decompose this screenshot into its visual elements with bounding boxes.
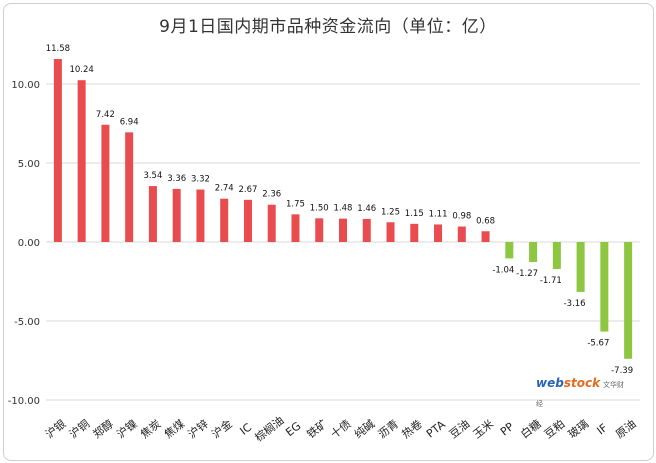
- y-tick-label: -10.00: [8, 396, 40, 407]
- bar: [410, 223, 419, 242]
- data-label: 1.25: [381, 207, 400, 217]
- x-tick-label: 热卷: [399, 417, 425, 442]
- bar: [53, 59, 62, 243]
- logo-brand-a: web: [536, 376, 564, 390]
- y-tick-label: -5.00: [14, 317, 40, 328]
- x-tick-label: 纯碱: [352, 417, 377, 441]
- data-label: 7.42: [96, 110, 115, 120]
- data-label: 1.46: [357, 204, 376, 214]
- data-label: -7.39: [611, 366, 633, 376]
- bar: [434, 224, 443, 242]
- x-tick-label: 郑醇: [90, 417, 116, 442]
- data-label: -1.27: [516, 269, 538, 279]
- x-tick-label: IC: [237, 421, 254, 438]
- x-tick-label: EG: [283, 419, 303, 439]
- bar: [196, 189, 205, 242]
- data-label: 2.36: [262, 190, 281, 200]
- data-label: 1.48: [334, 204, 353, 214]
- data-label: 6.94: [120, 117, 139, 127]
- data-label: 2.74: [215, 184, 234, 194]
- x-tick-label: 沪锌: [185, 417, 211, 442]
- x-tick-label: 豆油: [446, 417, 472, 442]
- bar: [600, 242, 609, 332]
- x-tick-label: 白糖: [518, 417, 544, 442]
- bar: [529, 242, 538, 263]
- x-tick-label: 玉米: [471, 417, 496, 441]
- bar: [505, 242, 514, 259]
- bar: [77, 80, 86, 242]
- bar: [457, 226, 466, 242]
- webstock-logo: webstock 文华财经: [536, 372, 628, 408]
- x-tick-label: 玻璃: [565, 417, 591, 442]
- x-tick-label: PP: [498, 420, 517, 439]
- bar: [148, 186, 157, 242]
- x-tick-label: 十债: [328, 417, 354, 442]
- data-label: 0.98: [452, 212, 471, 222]
- x-tick-label: PTA: [424, 418, 448, 441]
- x-tick-label: 沪铜: [66, 417, 92, 442]
- data-label: 0.68: [476, 216, 495, 226]
- chart-title: 9月1日国内期市品种资金流向（单位：亿）: [159, 17, 497, 37]
- data-label: -5.67: [587, 339, 609, 349]
- y-tick-label: 0.00: [18, 238, 40, 249]
- bar: [220, 198, 229, 242]
- y-tick-label: 5.00: [18, 159, 40, 170]
- x-tick-label: 豆粕: [541, 417, 567, 442]
- bar: [267, 204, 276, 242]
- x-tick-label: IF: [594, 421, 610, 437]
- x-tick-label: 焦煤: [162, 417, 187, 441]
- data-label: 3.36: [167, 174, 186, 184]
- bar: [291, 214, 300, 242]
- data-label: 1.75: [286, 199, 305, 209]
- data-label: 3.54: [143, 171, 162, 181]
- chart-frame: [3, 3, 654, 461]
- data-label: -1.71: [540, 276, 562, 286]
- bar: [362, 218, 371, 242]
- logo-brand-cn: 文华财经: [536, 381, 625, 408]
- x-tick-label: 沪镍: [114, 417, 140, 442]
- bar: [172, 188, 181, 242]
- data-label: -3.16: [564, 299, 586, 309]
- bar: [243, 199, 252, 242]
- data-label: 1.11: [429, 209, 448, 219]
- bar: [315, 218, 324, 242]
- data-label: 10.24: [69, 65, 93, 75]
- bar: [481, 231, 490, 242]
- data-label: -1.04: [492, 265, 514, 275]
- x-tick-label: 原油: [613, 417, 639, 442]
- data-label: 3.32: [191, 175, 210, 185]
- x-tick-label: 沥青: [376, 417, 401, 441]
- data-label: 11.58: [46, 44, 70, 54]
- y-tick-label: 10.00: [11, 80, 40, 91]
- bar: [125, 132, 134, 242]
- logo-brand-b: stock: [563, 376, 601, 390]
- x-tick-label: 沪银: [42, 417, 68, 442]
- data-label: 1.50: [310, 203, 329, 213]
- bar: [552, 242, 561, 270]
- x-tick-label: 棕榈油: [252, 413, 287, 444]
- x-tick-label: 铁矿: [304, 417, 329, 441]
- bar: [101, 124, 110, 242]
- bar: [339, 218, 347, 242]
- bar: [386, 222, 395, 242]
- x-tick-label: 焦炭: [138, 417, 163, 441]
- bar: [624, 242, 633, 359]
- x-tick-label: 沪金: [209, 417, 235, 442]
- data-label: 1.15: [405, 209, 424, 219]
- bar: [576, 242, 585, 292]
- data-label: 2.67: [238, 185, 257, 195]
